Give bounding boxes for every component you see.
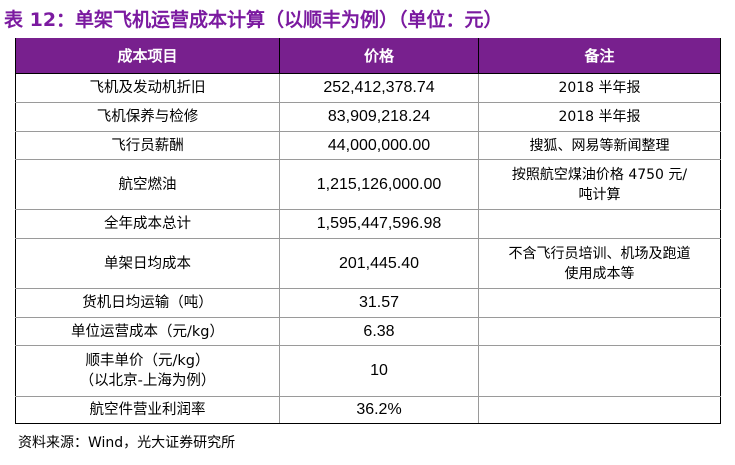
table-row: 全年成本总计 1,595,447,596.98 [15,209,721,239]
cell-price: 252,412,378.74 [279,73,479,103]
cell-price: 10 [279,345,479,397]
table-row: 航空燃油 1,215,126,000.00 按照航空煤油价格 4750 元/吨计… [15,159,721,210]
cell-note [478,396,721,424]
cell-price: 1,215,126,000.00 [279,159,479,210]
header-row: 成本项目 价格 备注 [15,38,721,74]
table-row: 单位运营成本（元/kg） 6.38 [15,317,721,346]
table-row: 单架日均成本 201,445.40 不含飞行员培训、机场及跑道 使用成本等 [15,238,721,289]
cell-note [478,345,721,397]
cell-item: 飞机及发动机折旧 [15,73,280,103]
table-row: 航空件营业利润率 36.2% [15,396,721,424]
cell-price: 31.57 [279,288,479,318]
source-note: 资料来源：Wind，光大证券研究所 [18,435,236,451]
cell-note: 2018 半年报 [478,102,721,132]
cell-note: 2018 半年报 [478,73,721,103]
header-note: 备注 [478,38,721,74]
cell-note [478,317,721,346]
cell-item: 单架日均成本 [15,238,280,289]
cell-price: 201,445.40 [279,238,479,289]
cell-price: 1,595,447,596.98 [279,209,479,239]
table-row: 飞机保养与检修 83,909,218.24 2018 半年报 [15,102,721,132]
table-title: 表 12：单架飞机运营成本计算（以顺丰为例）（单位：元） [4,9,503,31]
cell-item: 单位运营成本（元/kg） [15,317,280,346]
table-row: 飞机及发动机折旧 252,412,378.74 2018 半年报 [15,73,721,103]
cell-price: 36.2% [279,396,479,424]
cell-item: 航空燃油 [15,159,280,210]
cell-price: 6.38 [279,317,479,346]
cost-table: 成本项目 价格 备注 飞机及发动机折旧 252,412,378.74 2018 … [15,38,721,424]
cell-item: 飞行员薪酬 [15,131,280,160]
cell-note: 搜狐、网易等新闻整理 [478,131,721,160]
cell-item: 货机日均运输（吨） [15,288,280,318]
cell-item: 全年成本总计 [15,209,280,239]
cell-price: 44,000,000.00 [279,131,479,160]
cell-item: 航空件营业利润率 [15,396,280,424]
table-row: 飞行员薪酬 44,000,000.00 搜狐、网易等新闻整理 [15,131,721,160]
cell-item: 顺丰单价（元/kg） （以北京-上海为例） [15,345,280,397]
cell-price: 83,909,218.24 [279,102,479,132]
cell-item: 飞机保养与检修 [15,102,280,132]
cell-note: 按照航空煤油价格 4750 元/吨计算 [478,159,721,210]
table-row: 顺丰单价（元/kg） （以北京-上海为例） 10 [15,345,721,397]
cell-note: 不含飞行员培训、机场及跑道 使用成本等 [478,238,721,289]
header-price: 价格 [279,38,479,74]
cell-note [478,209,721,239]
cell-note [478,288,721,318]
table-row: 货机日均运输（吨） 31.57 [15,288,721,318]
header-cost-item: 成本项目 [15,38,280,74]
